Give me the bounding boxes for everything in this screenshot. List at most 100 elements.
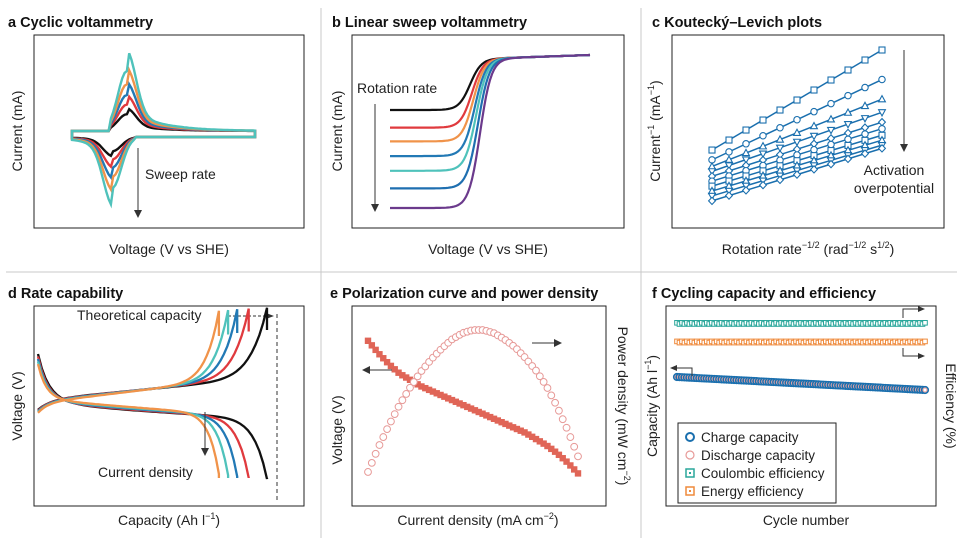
kl-point-4-1: [707, 168, 717, 177]
power-point-13: [409, 378, 418, 386]
panel-c-frame: [671, 34, 945, 229]
kl-point-3-9: [843, 107, 853, 116]
panel-c-xlabel: Rotation rate−1/2 (rad−1/2 s1/2): [722, 240, 895, 257]
voltage-point-37: [502, 420, 509, 428]
panel-b-xlabel: Voltage (V vs SHE): [428, 241, 548, 257]
panel-e-ylabel-left: Voltage (V): [329, 395, 345, 464]
voltage-point-32: [483, 412, 490, 419]
kl-point-3-5: [775, 134, 785, 143]
panel-b-ylabel: Current (mA): [329, 91, 345, 172]
kl-point-4-5: [775, 144, 785, 153]
panel-a: a Cyclic voltammetry Sweep rate Voltage …: [8, 15, 305, 257]
kl-point-10-6: [792, 170, 802, 180]
power-point-7: [387, 417, 395, 426]
kl-point-4-11: [877, 109, 887, 118]
legend-marker-charge-capacity: [685, 432, 695, 442]
power-point-14: [413, 372, 422, 381]
legend-item-coulombic: Coulombic efficiency: [685, 466, 825, 481]
power-point-47: [539, 378, 548, 386]
voltage-point-15: [418, 383, 425, 390]
kl-point-4-9: [843, 120, 853, 129]
kl-point-4-6: [792, 138, 802, 147]
panel-c-title: c Koutecký–Levich plots: [652, 15, 822, 31]
kl-point-6-11: [878, 124, 886, 133]
panel-d-curves: [36, 307, 269, 480]
panel-c-annotation-line2: overpotential: [854, 180, 934, 196]
panel-f-legend: Charge capacity Discharge capacity Coulo…: [685, 430, 825, 499]
voltage-point-34: [490, 415, 498, 422]
kl-point-4-3: [741, 156, 751, 165]
kl-point-6-10: [861, 130, 869, 138]
kl-point-2-8: [827, 99, 835, 108]
kl-point-3-7: [809, 121, 819, 130]
panel-e-power-arrow-head: [554, 339, 562, 347]
panel-c-ylabel: Current−1 (mA−1): [646, 80, 663, 181]
power-point-12: [406, 383, 414, 392]
voltage-point-44: [528, 433, 536, 441]
coulombic-point-101: [922, 320, 928, 326]
voltage-point-27: [464, 403, 471, 411]
power-point-6: [383, 425, 391, 434]
kl-point-10-2: [724, 191, 734, 201]
voltage-point-56: [574, 470, 582, 477]
voltage-point-54: [567, 462, 574, 469]
voltage-point-33: [486, 413, 494, 421]
energy-point-101: [922, 338, 928, 345]
voltage-point-38: [506, 422, 513, 429]
power-point-51: [555, 406, 563, 415]
kl-point-4-10: [860, 115, 870, 123]
kl-point-3-8: [826, 114, 836, 123]
panel-d: d Rate capability Theoretical capacity C…: [8, 286, 305, 528]
discharge-curve-3: [36, 358, 239, 478]
voltage-point-22: [444, 395, 452, 402]
voltage-point-50: [551, 448, 559, 455]
power-point-4: [375, 441, 384, 449]
power-point-2: [367, 458, 376, 467]
voltage-point-2: [368, 342, 376, 349]
voltage-point-3: [372, 346, 379, 354]
kl-point-2-3: [742, 140, 750, 148]
panel-e-voltage-arrow-head: [362, 366, 370, 374]
legend-marker-energy-efficiency: [685, 486, 695, 496]
kl-point-10-11: [877, 143, 887, 153]
panel-b-annotation: Rotation rate: [357, 80, 437, 96]
kl-point-1-3: [742, 126, 750, 134]
kl-point-6-7: [810, 145, 818, 154]
panel-b-curves: [390, 53, 591, 210]
voltage-point-20: [437, 391, 444, 399]
panel-f-title: f Cycling capacity and efficiency: [652, 286, 876, 302]
kl-point-4-7: [809, 132, 819, 141]
panel-f-frame: [665, 305, 937, 507]
panel-f: f Cycling capacity and efficiency Charge…: [643, 286, 959, 528]
legend-label-coulombic-efficiency: Coulombic efficiency: [701, 466, 825, 481]
legend-item-discharge: Discharge capacity: [685, 448, 815, 463]
panel-b-title: b Linear sweep voltammetry: [332, 15, 527, 31]
voltage-point-17: [425, 386, 433, 394]
kl-point-10-1: [707, 196, 717, 206]
voltage-point-30: [475, 408, 482, 416]
voltage-point-55: [570, 466, 578, 473]
legend-item-charge: Charge capacity: [685, 430, 799, 445]
voltage-point-8: [391, 366, 398, 373]
kl-point-10-9: [843, 154, 853, 164]
panel-a-arrow-head: [134, 210, 142, 218]
voltage-point-1: [364, 337, 372, 344]
voltage-point-18: [429, 388, 437, 395]
panel-d-frame: [33, 305, 305, 507]
power-point-50: [551, 398, 559, 407]
panel-f-cap-arrow-head: [670, 365, 677, 371]
kl-point-1-11: [878, 46, 886, 54]
kl-point-10-3: [741, 185, 751, 195]
kl-point-2-10: [861, 83, 869, 92]
voltage-point-26: [460, 401, 467, 409]
voltage-point-10: [399, 372, 406, 379]
power-point-56: [574, 452, 582, 461]
legend-label-charge-capacity: Charge capacity: [701, 430, 799, 445]
voltage-point-29: [471, 407, 479, 414]
panel-c-arrow-head: [900, 144, 908, 152]
kl-point-10-10: [860, 149, 870, 159]
power-point-55: [570, 442, 579, 451]
panel-e-marks: [364, 326, 582, 477]
panel-b-arrow-head: [371, 204, 379, 212]
power-point-48: [543, 384, 552, 392]
